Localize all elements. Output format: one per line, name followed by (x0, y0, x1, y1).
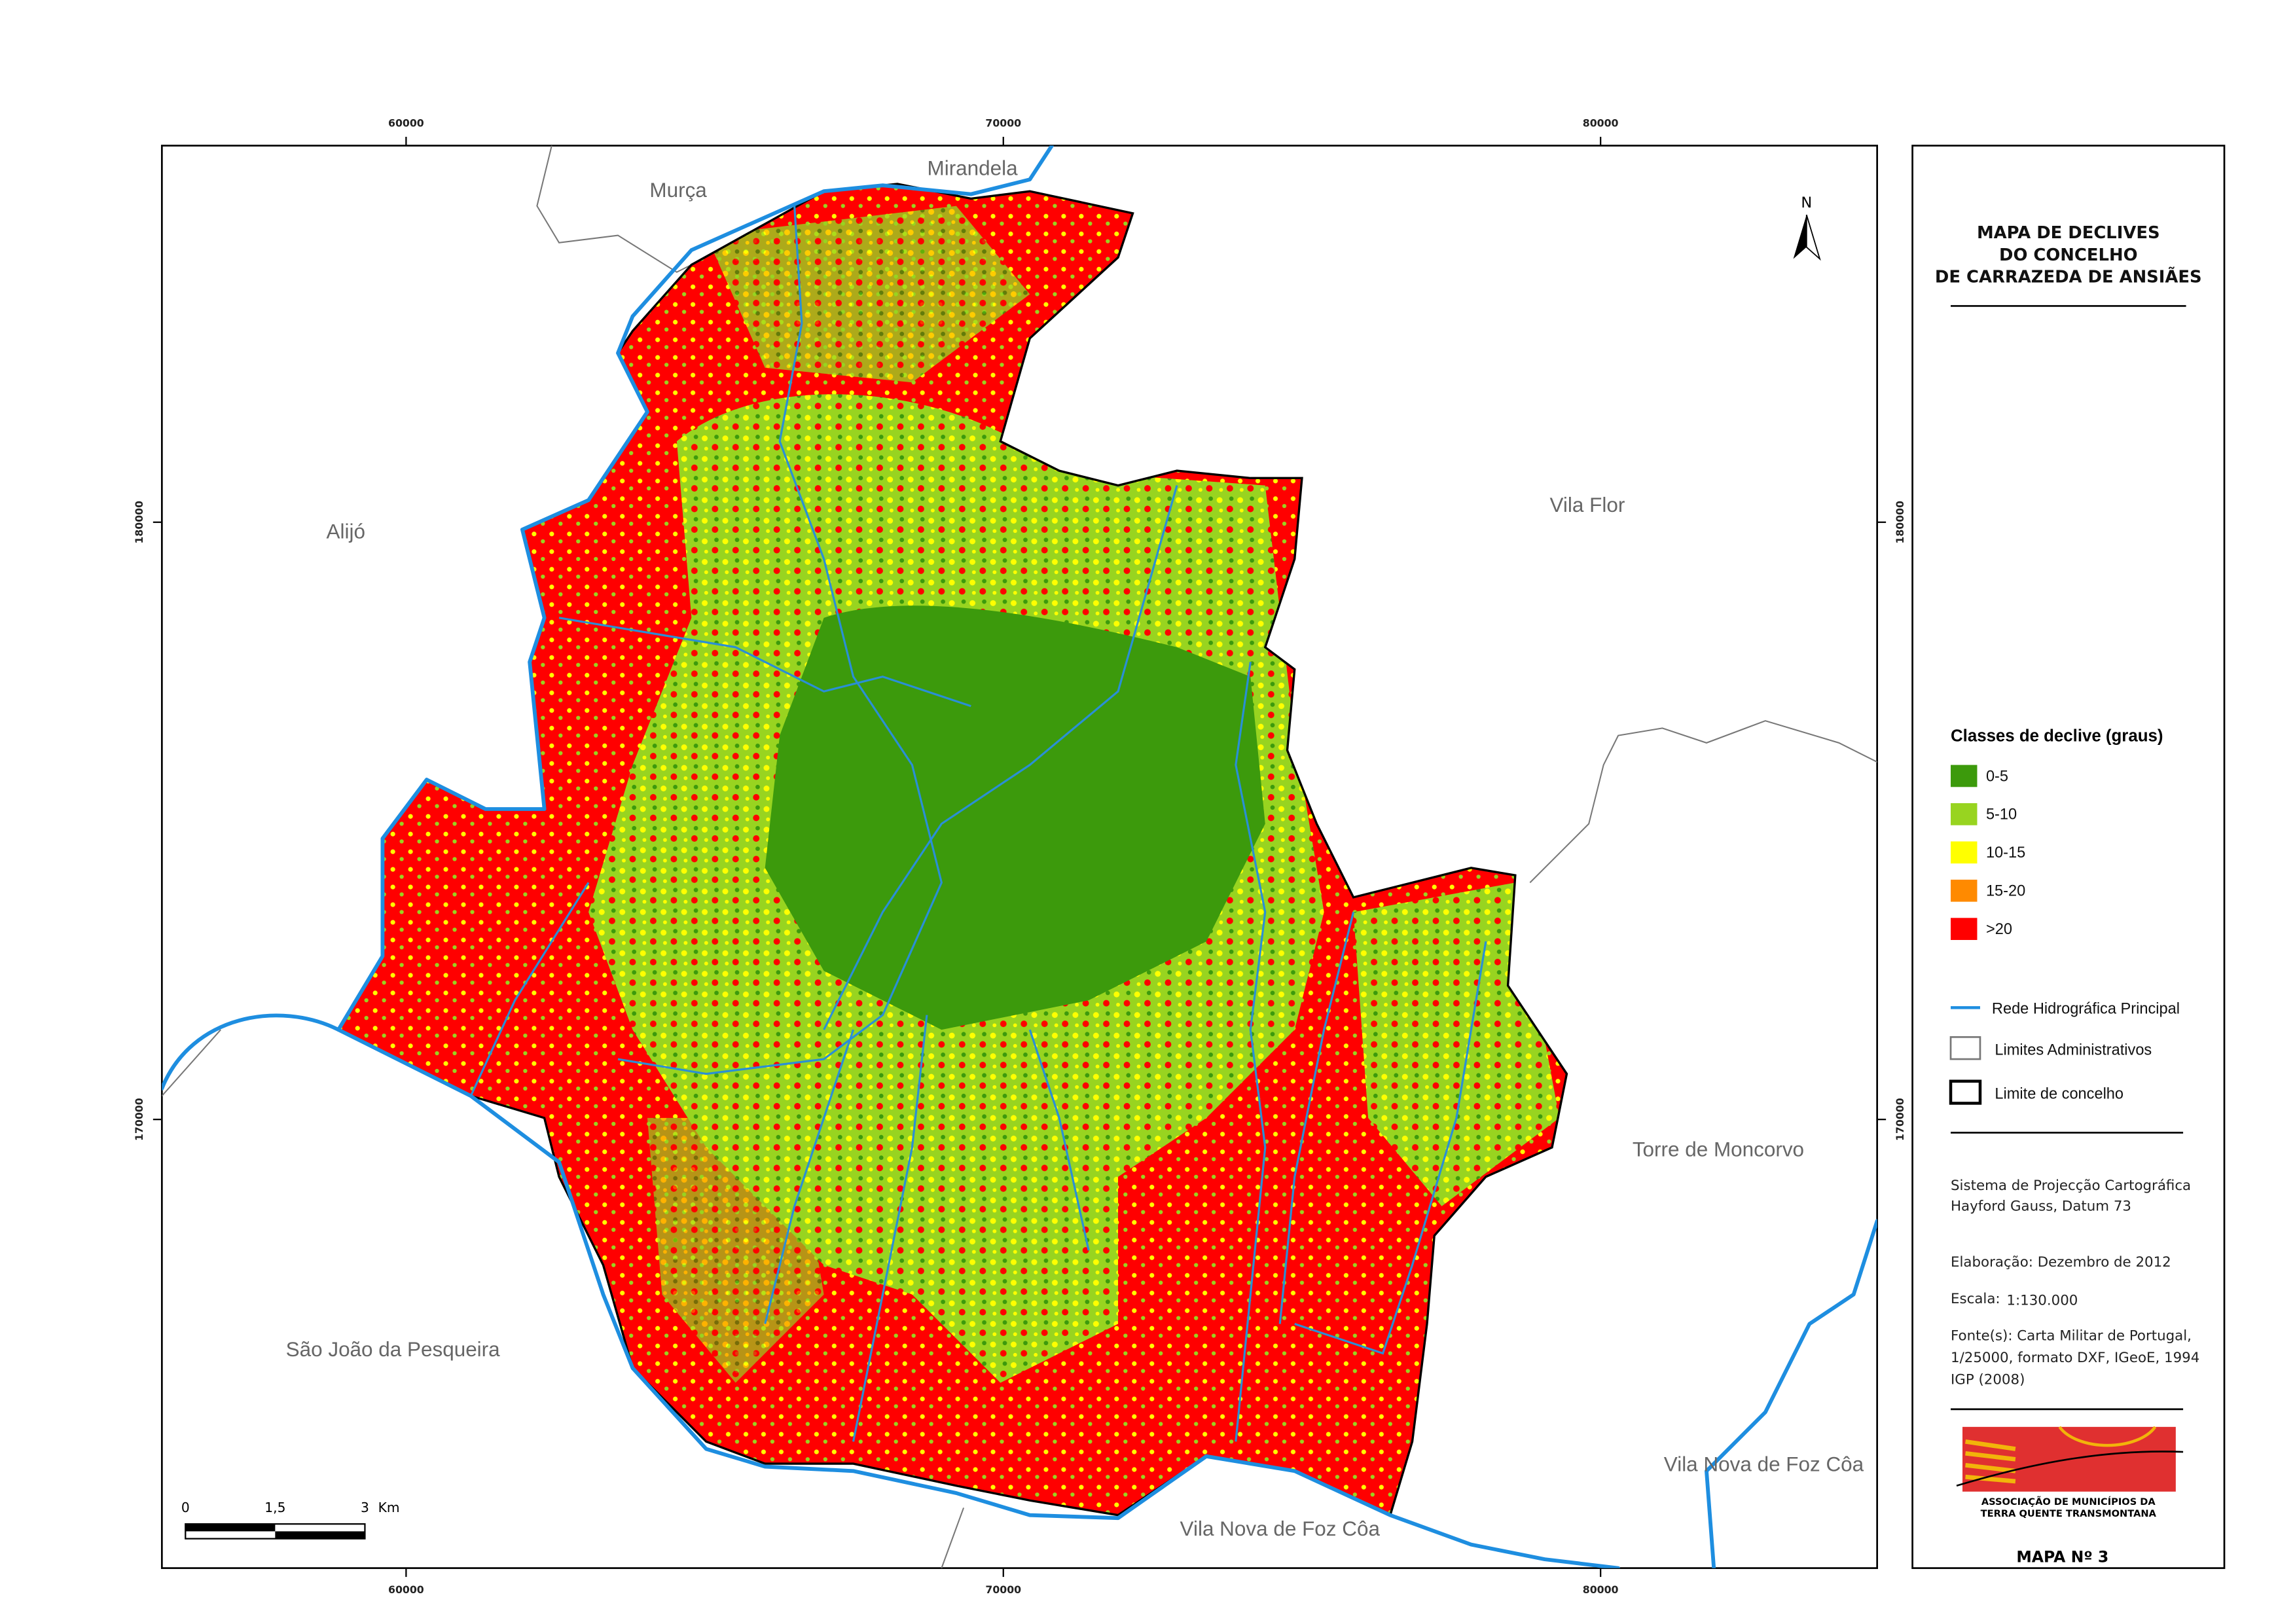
scale-label: 3 (361, 1500, 369, 1515)
legend-admin (1949, 1036, 1981, 1060)
x-coord-label: 60000 (388, 117, 424, 129)
legend-label: >20 (1986, 920, 2012, 937)
logo (1964, 1439, 2016, 1484)
x-coord-label: 70000 (985, 1583, 1021, 1596)
river-douro (162, 1013, 1621, 1568)
north-label: N (1801, 194, 1812, 211)
scale-bar (185, 1524, 276, 1532)
scale-label: 0 (181, 1500, 190, 1515)
river-tributary (1294, 941, 1487, 1355)
note: Fonte(s): Carta Militar de Portugal, (1951, 1327, 2192, 1344)
river-tributary (1278, 911, 1355, 1324)
y-coord-label: 180000 (133, 501, 145, 544)
river-sabor (1705, 1219, 1877, 1568)
legend-swatch (1951, 803, 1978, 825)
note: Escala: (1951, 1291, 2000, 1307)
note: Sistema de Projecção Cartográfica (1951, 1178, 2191, 1194)
legend-label: 5-10 (1986, 806, 2017, 823)
place-label: Vila Nova de Foz Côa (1180, 1517, 1381, 1540)
map-number: MAPA Nº 3 (2016, 1548, 2108, 1566)
river-tributary (1028, 1029, 1090, 1251)
place-label: Vila Nova de Foz Côa (1664, 1453, 1864, 1475)
river-tributary (764, 1029, 855, 1324)
legend-swatch (1951, 879, 1978, 902)
legend-label: 10-15 (1986, 844, 2025, 861)
x-coord-label: 70000 (985, 117, 1021, 129)
scale-label: Km (378, 1500, 400, 1515)
north-arrow (1793, 215, 1807, 259)
legend-concelho (1949, 1079, 1982, 1105)
logo-text: ASSOCIAÇÃO DE MUNICÍPIOS DA (1981, 1496, 2156, 1507)
legend-label: Limites Administrativos (1995, 1041, 2152, 1058)
x-coord-label: 80000 (1583, 1583, 1619, 1596)
place-label: Murça (649, 179, 707, 202)
x-coord-label: 60000 (388, 1583, 424, 1596)
legend-label: Rede Hidrográfica Principal (1992, 1000, 2180, 1017)
legend-swatch (1951, 918, 1978, 941)
panel-title: DO CONCELHO (1999, 245, 2138, 265)
river-tributary (617, 206, 943, 1075)
river-tua (336, 145, 1054, 1032)
panel-title: MAPA DE DECLIVES (1977, 223, 2160, 243)
place-label: Mirandela (928, 156, 1019, 179)
place-label: Torre de Moncorvo (1633, 1138, 1804, 1161)
note: Hayford Gauss, Datum 73 (1951, 1199, 2131, 1215)
y-coord-label: 170000 (133, 1098, 145, 1141)
logo (2058, 1426, 2157, 1447)
admin-boundary (162, 1029, 221, 1096)
river-tributary (469, 882, 590, 1096)
legend-classes: 0-5 5-10 10-15 15-20 >20 (1951, 765, 2025, 941)
note: 1:130.000 (2006, 1292, 2078, 1308)
river-tributary (558, 617, 971, 708)
coord-ticks (153, 136, 1887, 1578)
place-label: Vila Flor (1550, 494, 1625, 516)
legend-swatch (1951, 765, 1978, 787)
place-label: São João da Pesqueira (286, 1338, 501, 1361)
panel-title: DE CARRAZEDA DE ANSIÃES (1935, 266, 2202, 287)
admin-boundary (941, 1507, 965, 1568)
place-label: Alijó (327, 520, 365, 543)
scale-bar (275, 1531, 365, 1539)
river-tributary (823, 485, 1178, 1030)
y-coord-label: 170000 (1894, 1098, 1906, 1141)
admin-boundary (1529, 720, 1877, 884)
legend-label: 0-5 (1986, 767, 2008, 784)
legend-label: 15-20 (1986, 882, 2025, 899)
logo-text: TERRA QUENTE TRANSMONTANA (1981, 1508, 2157, 1519)
river-tributary (852, 1015, 928, 1442)
admin-boundary (536, 145, 692, 273)
x-coord-label: 80000 (1583, 117, 1619, 129)
note: Elaboração: Dezembro de 2012 (1951, 1254, 2171, 1271)
logo (1956, 1451, 2184, 1487)
legend-title: Classes de declive (graus) (1951, 727, 2163, 746)
river-tributary (1235, 662, 1267, 1442)
legend-swatch (1951, 841, 1978, 864)
scale-label: 1,5 (264, 1500, 285, 1515)
note: 1/25000, formato DXF, IGeoE, 1994 (1951, 1350, 2199, 1366)
legend-label: Limite de concelho (1995, 1085, 2123, 1102)
y-coord-label: 180000 (1894, 501, 1906, 544)
north-arrow (1805, 214, 1821, 261)
note: IGP (2008) (1951, 1372, 2025, 1388)
